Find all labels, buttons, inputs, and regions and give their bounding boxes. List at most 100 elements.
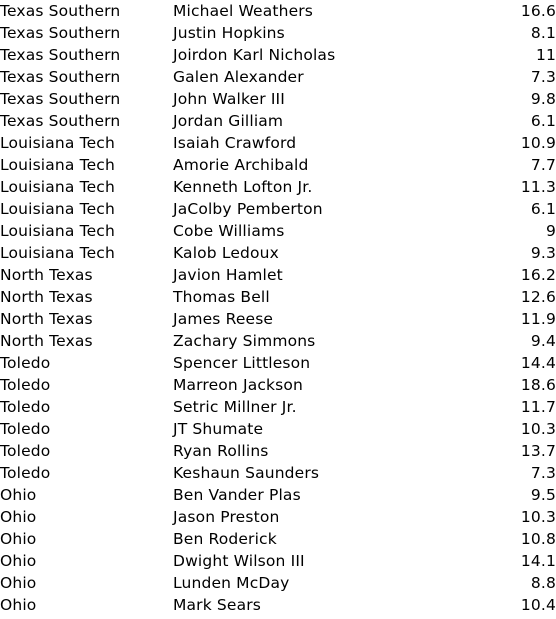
team-cell: North Texas <box>0 266 93 284</box>
team-cell: Louisiana Tech <box>0 178 115 196</box>
player-cell: Justin Hopkins <box>173 24 285 42</box>
team-cell: Ohio <box>0 574 37 592</box>
team-cell: Ohio <box>0 530 37 548</box>
value-cell: 16.6 <box>520 2 556 20</box>
player-cell: Cobe Williams <box>173 222 285 240</box>
player-cell: Javion Hamlet <box>173 266 283 284</box>
table-row: Louisiana Tech Kenneth Lofton Jr. 11.3 <box>0 176 556 198</box>
value-cell: 6.1 <box>530 112 556 130</box>
player-cell: Michael Weathers <box>173 2 314 20</box>
team-cell: Toledo <box>0 442 51 460</box>
value-cell: 16.2 <box>520 266 556 284</box>
player-cell: Jason Preston <box>173 508 280 526</box>
player-cell: Lunden McDay <box>173 574 290 592</box>
table-row: Ohio Lunden McDay 8.8 <box>0 572 556 594</box>
team-cell: Texas Southern <box>0 90 121 108</box>
table-row: North Texas Javion Hamlet 16.2 <box>0 264 556 286</box>
table-row: Toledo JT Shumate 10.3 <box>0 418 556 440</box>
player-cell: Thomas Bell <box>173 288 270 306</box>
value-cell: 14.4 <box>520 354 556 372</box>
team-cell: Texas Southern <box>0 68 121 86</box>
value-cell: 10.4 <box>520 596 556 614</box>
value-cell: 7.3 <box>530 464 556 482</box>
value-cell: 9.3 <box>530 244 556 262</box>
player-cell: Dwight Wilson III <box>173 552 305 570</box>
team-cell: Texas Southern <box>0 46 121 64</box>
table-row: Texas Southern Jordan Gilliam 6.1 <box>0 110 556 132</box>
table-row: Toledo Ryan Rollins 13.7 <box>0 440 556 462</box>
team-cell: North Texas <box>0 310 93 328</box>
team-cell: Louisiana Tech <box>0 134 115 152</box>
value-cell: 12.6 <box>520 288 556 306</box>
team-cell: North Texas <box>0 288 93 306</box>
player-cell: JT Shumate <box>173 420 264 438</box>
team-cell: Ohio <box>0 596 37 614</box>
player-cell: James Reese <box>173 310 274 328</box>
team-cell: Toledo <box>0 354 51 372</box>
team-cell: Louisiana Tech <box>0 222 115 240</box>
player-cell: Joirdon Karl Nicholas <box>173 46 336 64</box>
value-cell: 11.9 <box>520 310 556 328</box>
player-cell: Kenneth Lofton Jr. <box>173 178 313 196</box>
table-row: Louisiana Tech JaColby Pemberton 6.1 <box>0 198 556 220</box>
table-row: Ohio Mark Sears 10.4 <box>0 594 556 616</box>
value-cell: 8.8 <box>530 574 556 592</box>
team-cell: Louisiana Tech <box>0 200 115 218</box>
value-cell: 7.3 <box>530 68 556 86</box>
table-row: Louisiana Tech Amorie Archibald 7.7 <box>0 154 556 176</box>
value-cell: 9.8 <box>530 90 556 108</box>
table-row: Toledo Setric Millner Jr. 11.7 <box>0 396 556 418</box>
player-cell: Jordan Gilliam <box>173 112 284 130</box>
player-cell: Galen Alexander <box>173 68 304 86</box>
value-cell: 9.5 <box>530 486 556 504</box>
value-cell: 7.7 <box>530 156 556 174</box>
table-row: Louisiana Tech Kalob Ledoux 9.3 <box>0 242 556 264</box>
value-cell: 10.3 <box>520 508 556 526</box>
player-cell: John Walker III <box>173 90 285 108</box>
table-row: Toledo Spencer Littleson 14.4 <box>0 352 556 374</box>
value-cell: 9 <box>545 222 556 240</box>
team-cell: Toledo <box>0 464 51 482</box>
team-cell: Toledo <box>0 376 51 394</box>
table-row: Texas Southern Michael Weathers 16.6 <box>0 0 556 22</box>
player-cell: Ben Vander Plas <box>173 486 301 504</box>
table-row: Ohio Dwight Wilson III 14.1 <box>0 550 556 572</box>
team-cell: Toledo <box>0 420 51 438</box>
team-cell: Ohio <box>0 486 37 504</box>
team-cell: Louisiana Tech <box>0 244 115 262</box>
table-row: North Texas Zachary Simmons 9.4 <box>0 330 556 352</box>
value-cell: 6.1 <box>530 200 556 218</box>
value-cell: 11.7 <box>520 398 556 416</box>
table-row: Ohio Ben Roderick 10.8 <box>0 528 556 550</box>
table-row: Louisiana Tech Isaiah Crawford 10.9 <box>0 132 556 154</box>
table-row: Louisiana Tech Cobe Williams 9 <box>0 220 556 242</box>
player-cell: Isaiah Crawford <box>173 134 297 152</box>
team-cell: North Texas <box>0 332 93 350</box>
table-row: Texas Southern Galen Alexander 7.3 <box>0 66 556 88</box>
player-cell: Amorie Archibald <box>173 156 309 174</box>
player-cell: Ryan Rollins <box>173 442 269 460</box>
team-cell: Louisiana Tech <box>0 156 115 174</box>
table-row: Texas Southern John Walker III 9.8 <box>0 88 556 110</box>
table-row: Ohio Ben Vander Plas 9.5 <box>0 484 556 506</box>
value-cell: 10.9 <box>520 134 556 152</box>
player-cell: Keshaun Saunders <box>173 464 320 482</box>
value-cell: 13.7 <box>520 442 556 460</box>
value-cell: 14.1 <box>520 552 556 570</box>
team-cell: Ohio <box>0 508 37 526</box>
team-cell: Texas Southern <box>0 2 121 20</box>
table-row: North Texas James Reese 11.9 <box>0 308 556 330</box>
player-cell: JaColby Pemberton <box>173 200 323 218</box>
player-cell: Marreon Jackson <box>173 376 303 394</box>
value-cell: 8.1 <box>530 24 556 42</box>
team-cell: Texas Southern <box>0 24 121 42</box>
table-row: Toledo Keshaun Saunders 7.3 <box>0 462 556 484</box>
value-cell: 11 <box>535 46 556 64</box>
table-row: Toledo Marreon Jackson 18.6 <box>0 374 556 396</box>
value-cell: 9.4 <box>530 332 556 350</box>
value-cell: 18.6 <box>520 376 556 394</box>
team-cell: Ohio <box>0 552 37 570</box>
table-row: North Texas Thomas Bell 12.6 <box>0 286 556 308</box>
